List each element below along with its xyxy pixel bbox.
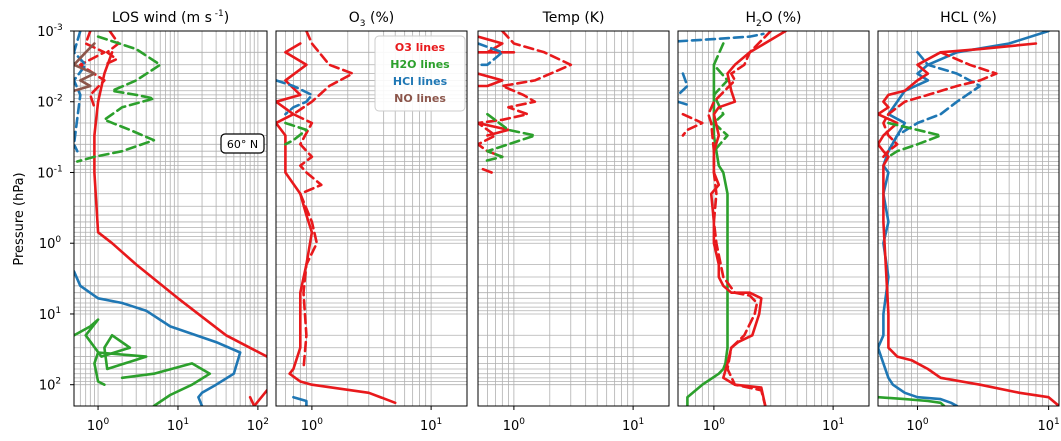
- legend-entry-no-lines: NO lines: [394, 92, 446, 105]
- series-o3-lines-solid-0: [276, 42, 397, 405]
- panel-title: Temp (K): [542, 10, 605, 26]
- series-h2o-lines-dashed-1: [712, 42, 729, 153]
- series-o3-lines-dashed-1: [292, 31, 355, 371]
- series-o3-lines-solid-3: [481, 167, 493, 174]
- series-group: [878, 31, 1059, 406]
- x-tick-label: 100: [906, 417, 929, 434]
- axes-frame: [275, 30, 468, 407]
- series-o3-lines-solid-2: [878, 42, 1059, 406]
- y-tick-label: 10-1: [37, 164, 63, 181]
- series-hcl-lines-dashed-3: [276, 79, 314, 116]
- x-tick-label: 101: [167, 417, 189, 434]
- x-tick-label: 101: [420, 417, 442, 434]
- panel-5: 100 101 HCL (%): [877, 10, 1060, 434]
- x-tick-label: 102: [247, 417, 269, 434]
- series-o3-lines-dashed-4: [681, 112, 704, 137]
- series-hcl-lines-dashed-6: [678, 72, 689, 97]
- series-group: [74, 31, 267, 406]
- x-tick-label: 101: [1037, 417, 1059, 434]
- panel-title: HCL (%): [940, 10, 997, 26]
- grid: [74, 31, 267, 406]
- y-tick-label: 100: [39, 235, 62, 252]
- panel-3: 100 101 Temp (K): [477, 10, 670, 434]
- series-hcl-lines-dashed-1: [887, 50, 982, 153]
- legend-entry-o3-lines: O3 lines: [395, 41, 446, 54]
- panel-title: LOS wind (m s -1): [112, 9, 229, 26]
- annotation-text: 60° N: [227, 138, 258, 151]
- series-o3-lines-dashed-2: [79, 31, 106, 109]
- grid: [478, 31, 669, 406]
- panel-title: O3 (%): [349, 10, 394, 29]
- series-h2o-lines-solid-5: [878, 395, 946, 406]
- series-h2o-lines-solid-6: [74, 318, 148, 387]
- series-h2o-lines-dashed-8: [76, 35, 162, 163]
- x-tick-label: 100: [503, 417, 526, 434]
- y-tick-label: 10-2: [37, 94, 63, 111]
- series-o3-lines-solid-0: [93, 50, 267, 358]
- series-o3-lines-solid-1: [248, 388, 267, 406]
- axes-frame: [73, 30, 268, 407]
- overlay: 60° N O3 lines H2O lines HCl lines NO lines: [220, 35, 466, 154]
- series-o3-lines-dashed-4: [478, 31, 573, 159]
- series-group: [678, 31, 788, 406]
- panel-1: 100 101 102 LOS wind (m s -1) 10-3 10-2 10-1 10…: [37, 9, 269, 434]
- series-h2o-lines-dashed-4: [887, 121, 942, 159]
- axes-frame: [877, 30, 1060, 407]
- x-tick-label: 101: [622, 417, 644, 434]
- legend-entry-h2o-lines: H2O lines: [390, 58, 450, 71]
- y-axis-label-group: Pressure (hPa): [12, 172, 27, 265]
- grid: [878, 31, 1059, 406]
- series-group: [478, 31, 573, 174]
- legend: O3 lines H2O lines HCl lines NO lines: [374, 35, 466, 112]
- x-tick-label: 100: [87, 417, 110, 434]
- x-tick-label: 100: [301, 417, 324, 434]
- series-h2o-lines-dashed-4: [284, 121, 308, 146]
- legend-entry-hcl-lines: HCl lines: [393, 75, 448, 88]
- y-tick-label: 102: [39, 377, 61, 394]
- series-h2o-lines-dashed-6: [481, 112, 537, 163]
- x-tick-label: 101: [822, 417, 844, 434]
- series-o3-lines-dashed-3: [707, 31, 773, 406]
- series-h2o-lines-solid-7: [120, 362, 212, 406]
- panels: 100 101 102 LOS wind (m s -1) 10-3 10-2 10-1 10…: [37, 9, 1060, 434]
- series-hcl-lines-solid-2: [292, 395, 308, 406]
- latitude-annotation: 60° N: [220, 133, 265, 154]
- series-hcl-lines-solid-0: [878, 31, 1050, 406]
- series-group: [276, 31, 397, 406]
- axes-frame: [677, 30, 870, 407]
- series-o3-lines-solid-2: [709, 31, 788, 406]
- series-hcl-lines-dashed-5: [678, 32, 765, 43]
- y-axis-label: Pressure (hPa): [12, 172, 27, 265]
- axes-frame: [477, 30, 670, 407]
- series-no-lines-solid-9: [74, 42, 96, 93]
- series-hcl-lines-dashed-7: [678, 100, 689, 106]
- series-hcl-lines-dashed-5: [478, 42, 504, 67]
- x-tick-label: 100: [703, 417, 726, 434]
- panel-title: H2O (%): [746, 10, 802, 29]
- series-o3-lines-solid-0: [478, 35, 516, 54]
- y-tick-label: 101: [39, 306, 61, 323]
- panel-4: 100 101 H2O (%): [677, 10, 870, 434]
- series-hcl-lines-solid-4: [74, 270, 242, 406]
- series-o3-lines-dashed-3: [882, 50, 998, 159]
- grid: [678, 31, 869, 406]
- y-tick-label: 10-3: [37, 23, 63, 40]
- series-o3-lines-dashed-3: [103, 31, 120, 67]
- series-o3-lines-solid-1: [478, 72, 504, 88]
